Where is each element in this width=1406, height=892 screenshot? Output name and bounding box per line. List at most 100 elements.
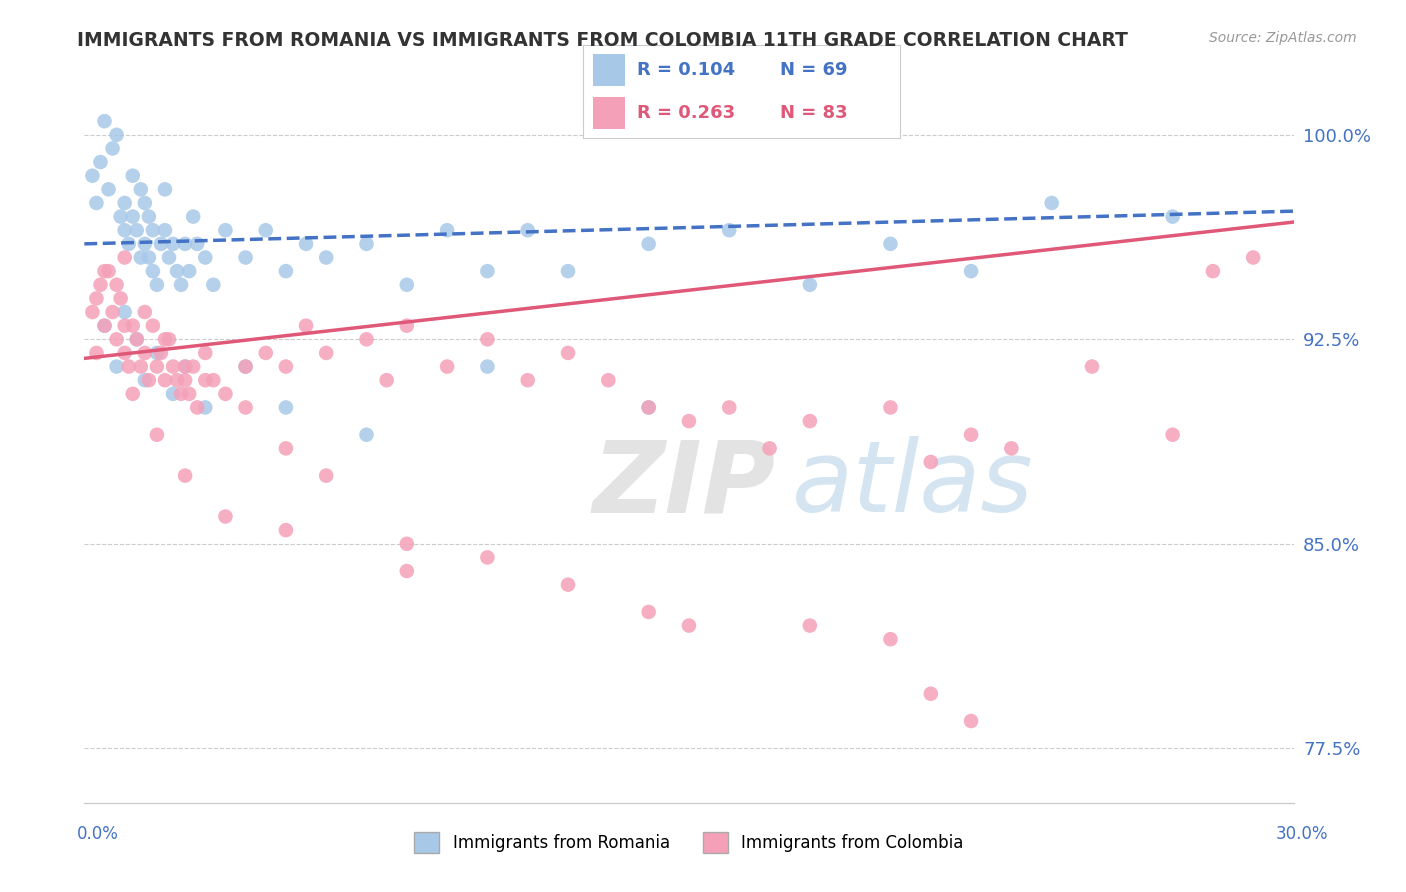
Point bbox=[1202, 264, 1225, 278]
Point bbox=[879, 632, 901, 647]
Point bbox=[134, 196, 156, 211]
Point bbox=[170, 277, 193, 292]
Point bbox=[105, 128, 128, 142]
Point bbox=[516, 223, 538, 237]
Point bbox=[557, 264, 579, 278]
Point bbox=[134, 346, 156, 360]
Point bbox=[118, 236, 141, 251]
Point bbox=[235, 401, 257, 415]
Point bbox=[637, 401, 659, 415]
Text: ZIP: ZIP bbox=[592, 436, 775, 533]
Point bbox=[1241, 251, 1264, 265]
Point bbox=[82, 305, 104, 319]
Point bbox=[799, 618, 821, 632]
FancyBboxPatch shape bbox=[593, 97, 624, 129]
Point bbox=[920, 687, 942, 701]
Point bbox=[105, 359, 128, 374]
Point bbox=[157, 332, 180, 346]
Point bbox=[557, 346, 579, 360]
Point bbox=[121, 210, 143, 224]
Point bbox=[920, 455, 942, 469]
Point bbox=[186, 236, 208, 251]
Point bbox=[395, 277, 418, 292]
Point bbox=[1000, 442, 1022, 456]
Point bbox=[89, 155, 111, 169]
Point bbox=[678, 618, 700, 632]
Point bbox=[516, 373, 538, 387]
Point bbox=[356, 332, 378, 346]
Point bbox=[125, 332, 148, 346]
Point bbox=[129, 251, 152, 265]
Point bbox=[157, 251, 180, 265]
Point bbox=[138, 251, 160, 265]
Point bbox=[758, 442, 780, 456]
Point bbox=[146, 277, 169, 292]
Point bbox=[1161, 210, 1184, 224]
Point bbox=[138, 373, 160, 387]
Point bbox=[235, 359, 257, 374]
Point bbox=[678, 414, 700, 428]
Point bbox=[174, 236, 197, 251]
Point bbox=[356, 236, 378, 251]
Point bbox=[637, 605, 659, 619]
Point bbox=[146, 359, 169, 374]
Point bbox=[202, 373, 225, 387]
Text: R = 0.104: R = 0.104 bbox=[637, 61, 735, 78]
Point bbox=[202, 277, 225, 292]
FancyBboxPatch shape bbox=[593, 54, 624, 86]
Point bbox=[194, 346, 217, 360]
Point bbox=[1081, 359, 1104, 374]
Point bbox=[86, 346, 108, 360]
Point bbox=[274, 401, 297, 415]
Point bbox=[214, 509, 236, 524]
Point bbox=[1040, 196, 1063, 211]
Text: R = 0.263: R = 0.263 bbox=[637, 104, 735, 122]
Point bbox=[162, 236, 184, 251]
Point bbox=[121, 169, 143, 183]
Point bbox=[114, 223, 136, 237]
Point bbox=[82, 169, 104, 183]
Point bbox=[194, 373, 217, 387]
Point bbox=[637, 236, 659, 251]
Point bbox=[477, 332, 499, 346]
Point bbox=[436, 359, 458, 374]
Point bbox=[436, 223, 458, 237]
Point bbox=[214, 223, 236, 237]
Point bbox=[295, 318, 318, 333]
Point bbox=[114, 305, 136, 319]
Point bbox=[129, 182, 152, 196]
Point bbox=[101, 305, 124, 319]
Point bbox=[93, 264, 115, 278]
Point bbox=[114, 318, 136, 333]
Point bbox=[179, 387, 201, 401]
Point bbox=[110, 292, 132, 306]
Point bbox=[121, 318, 143, 333]
Point bbox=[110, 210, 132, 224]
Point bbox=[194, 251, 217, 265]
Point bbox=[637, 401, 659, 415]
Legend: Immigrants from Romania, Immigrants from Colombia: Immigrants from Romania, Immigrants from… bbox=[408, 826, 970, 860]
Point bbox=[93, 318, 115, 333]
Point bbox=[153, 223, 176, 237]
Point bbox=[142, 223, 165, 237]
Point bbox=[315, 346, 337, 360]
Point bbox=[181, 359, 204, 374]
Point bbox=[960, 264, 983, 278]
Point bbox=[93, 114, 115, 128]
Point bbox=[718, 223, 741, 237]
Point bbox=[134, 305, 156, 319]
Point bbox=[879, 401, 901, 415]
Point bbox=[114, 196, 136, 211]
Point bbox=[718, 401, 741, 415]
Point bbox=[146, 427, 169, 442]
Point bbox=[799, 414, 821, 428]
Point bbox=[118, 359, 141, 374]
Text: 0.0%: 0.0% bbox=[77, 825, 120, 843]
Point bbox=[149, 236, 172, 251]
Point bbox=[174, 373, 197, 387]
Point bbox=[97, 264, 120, 278]
Point bbox=[477, 359, 499, 374]
Point bbox=[121, 387, 143, 401]
Point bbox=[879, 236, 901, 251]
Point bbox=[114, 346, 136, 360]
